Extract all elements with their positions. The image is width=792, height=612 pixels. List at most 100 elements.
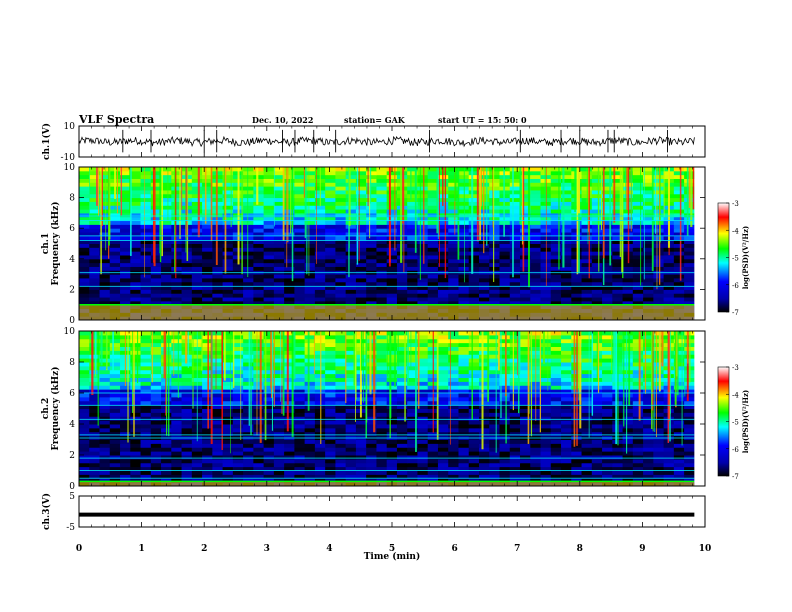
- ch1-spectrogram-cell: [612, 247, 624, 252]
- ch2-spectrogram-cell: [263, 412, 275, 417]
- ch2-spectrogram-cell: [561, 365, 572, 371]
- ch2-spectrogram-cell: [602, 404, 613, 409]
- ch2-spectrogram-cell: [345, 462, 357, 468]
- ch2-spectrogram-cell: [335, 334, 347, 340]
- ch1-spectrogram-cell: [130, 186, 142, 191]
- ch2-spectrogram-cell: [335, 412, 347, 417]
- ch1-spectrogram-cell: [612, 174, 624, 179]
- ch1-spectrogram-cell: [366, 167, 377, 172]
- ch2-spectrogram-cell: [140, 362, 152, 367]
- ch2-spectrogram-cell: [458, 431, 470, 437]
- ch2-spectrogram-cell: [602, 346, 613, 351]
- ch2-spectrogram-cell: [417, 350, 429, 355]
- ch2-spectrogram-cell: [489, 358, 500, 363]
- ch2-spectrogram-cell: [499, 424, 511, 429]
- ch2-spectrogram-cell: [437, 331, 449, 336]
- ch1-spectrogram-cell: [150, 235, 162, 241]
- ch1-spectrogram-cell: [294, 277, 306, 283]
- ch2-spectrogram-cell: [386, 462, 398, 468]
- ch1-spectrogram-cell: [140, 186, 152, 191]
- ch2-spectrogram-cell: [448, 400, 459, 406]
- ch2-spectrogram-cell: [304, 381, 316, 386]
- ch1-spectrogram-cell: [325, 247, 336, 252]
- ch2-spectrogram-cell: [304, 416, 316, 421]
- ch1-spectrogram-cell: [396, 239, 408, 244]
- ch1-spectrogram-cell: [79, 293, 90, 298]
- ch2-spectrogram-cell: [355, 478, 367, 483]
- ch1-spectrogram-cell: [520, 232, 531, 237]
- ch2-spectrogram-cell: [540, 365, 552, 371]
- ch2-spectrogram-cell: [653, 385, 665, 390]
- ch1-spectrogram-cell: [304, 174, 316, 179]
- ch2-spectrogram-cell: [561, 350, 572, 355]
- ch2-spectrogram-cell: [294, 451, 306, 456]
- ch1-spectrogram-cell: [478, 251, 490, 256]
- ch2-spectrogram-cell: [653, 377, 665, 382]
- ch1-spectrogram-cell: [304, 193, 316, 199]
- ch2-spectrogram-cell: [591, 447, 603, 452]
- ch1-spectrogram-cell: [468, 247, 480, 252]
- ch2-spectrogram-cell: [478, 365, 490, 371]
- ch1-spectrogram-cell: [222, 174, 234, 179]
- ch2-spectrogram-cell: [591, 385, 603, 390]
- ch1-spectrogram-cell: [509, 262, 521, 267]
- ch2-spectrogram-burst: [615, 331, 618, 445]
- ch2-spectrogram-cell: [89, 427, 101, 433]
- ch1-spectrogram-cell: [437, 243, 449, 248]
- ch1-spectrogram-cell: [386, 232, 398, 237]
- ch1-spectrogram-cell: [407, 235, 418, 241]
- ch1-spectrogram-cell: [253, 212, 265, 218]
- ch2-spectrogram-cell: [653, 412, 665, 417]
- ch1-spectrogram-cell: [263, 232, 275, 237]
- ch2-spectrogram-cell: [150, 462, 162, 468]
- ch2-spectrogram-cell: [448, 439, 459, 444]
- ch2-spectrogram-cell: [581, 389, 593, 394]
- ch2-spectrogram-cell: [191, 451, 203, 456]
- ch1-spectrogram-cell: [663, 300, 675, 306]
- ch1-spectrogram-burst: [230, 167, 232, 227]
- ch2-spectrogram-cell: [181, 400, 193, 406]
- ch2-spectrogram-cell: [396, 331, 408, 336]
- ch1-spectrogram-cell: [345, 228, 357, 233]
- ch2-spectrogram-cell: [109, 369, 121, 375]
- ch1-spectrogram-cell: [314, 243, 326, 248]
- ch1-spectrogram-cell: [366, 186, 377, 191]
- ch1-spectrogram-cell: [437, 254, 449, 260]
- ch1-spectrogram-cell: [345, 235, 357, 241]
- ch1-spectrogram-cell: [663, 293, 675, 298]
- ch1-spectrogram-cell: [602, 300, 613, 306]
- ch1-spectrogram-cell: [499, 235, 511, 241]
- ch1-spectrogram-cell: [427, 178, 439, 183]
- ch1-spectrogram-cell: [171, 170, 183, 176]
- ch1-spectrogram-cell: [79, 289, 90, 294]
- ch2-spectrogram-cell: [468, 393, 480, 398]
- ch2-spectrogram-cell: [581, 474, 593, 479]
- ch2-spectrogram-cell: [448, 346, 459, 351]
- ch1-spectrogram-cell: [468, 262, 480, 267]
- ch2-spectrogram-cell: [386, 358, 398, 363]
- ch2-spectrogram-cell: [396, 377, 408, 382]
- ch2-spectrogram-cell: [325, 373, 336, 378]
- ch1-spectrogram-burst: [667, 167, 671, 248]
- ch2-spectrogram-cell: [140, 354, 152, 359]
- ch2-spectrogram-cell: [509, 462, 521, 468]
- ch1-spectrogram-cell: [345, 289, 357, 294]
- ch2-spectrogram-cell: [437, 408, 449, 413]
- ch1-spectrogram-cell: [437, 216, 449, 222]
- ch2-spectrogram-cell: [530, 462, 542, 468]
- ch1-spectrogram-cell: [591, 262, 603, 267]
- ch2-spectrogram-cell: [263, 474, 275, 479]
- ch2-spectrogram-cell: [540, 354, 552, 359]
- ch1-spectrogram-cell: [171, 224, 183, 229]
- ch2-spectrogram-cell: [602, 358, 613, 363]
- ch1-spectrogram-cell: [150, 285, 162, 290]
- ch1-spectrogram-cell: [212, 281, 224, 287]
- ch2-spectrogram-cell: [437, 431, 449, 437]
- ch1-spectrogram-cell: [345, 193, 357, 199]
- ch2-spectrogram-cell: [171, 420, 183, 425]
- ch2-spectrogram-cell: [212, 451, 224, 456]
- ch2-spectrogram-cell: [581, 358, 593, 363]
- ch1-spectrogram-cell: [109, 266, 121, 271]
- ch2-spectrogram-cell: [243, 342, 254, 347]
- ch1-spectrogram-cell: [427, 274, 439, 279]
